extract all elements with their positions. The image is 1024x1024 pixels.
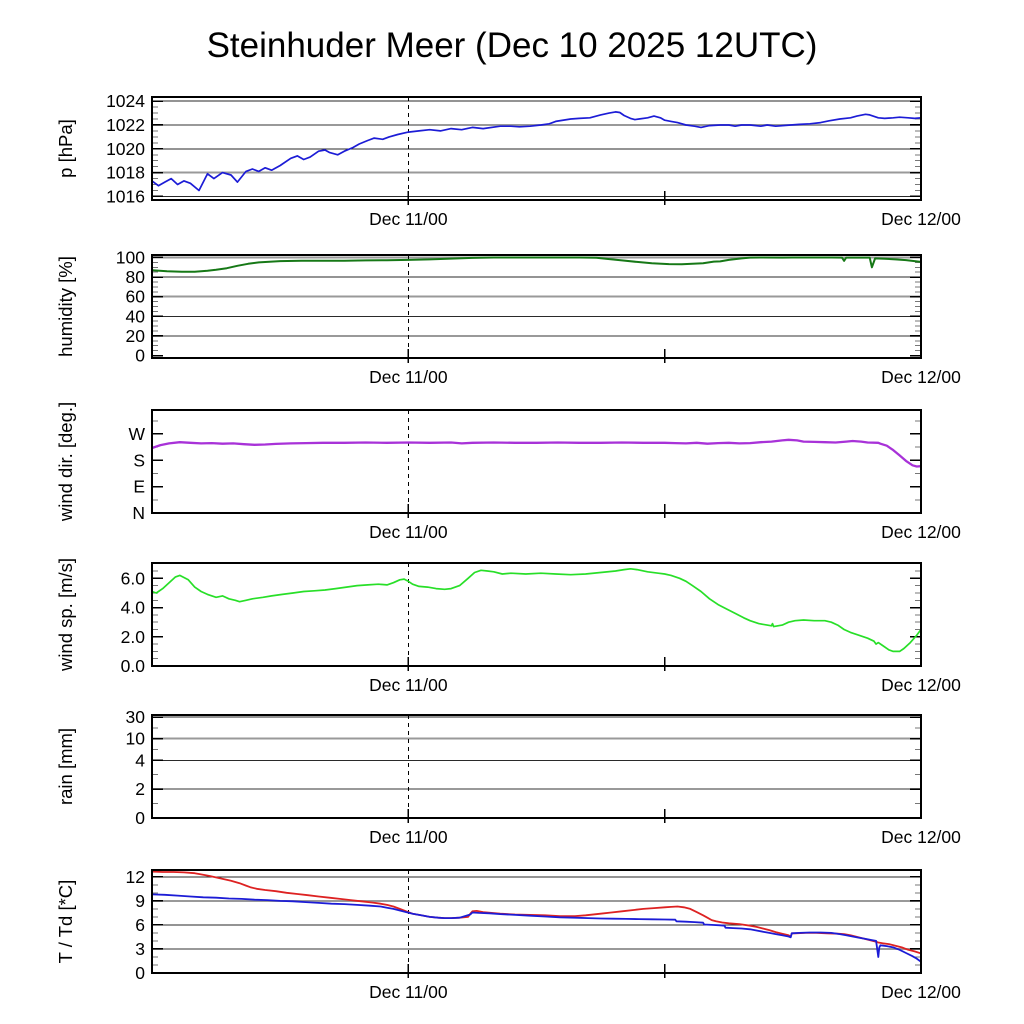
y-tick-label: 1024 <box>106 91 145 111</box>
x-tick-label: Dec 11/00 <box>369 675 448 695</box>
panel-border <box>151 254 922 359</box>
y-tick-label: 0 <box>135 346 145 366</box>
y-tick-label: 20 <box>126 326 146 346</box>
y-tick-label: 80 <box>126 267 146 287</box>
x-tick-label: Dec 11/00 <box>369 827 448 847</box>
x-tick-label: Dec 12/00 <box>881 209 961 229</box>
temperature-line <box>152 870 921 955</box>
y-axis-label: wind sp. [m/s] <box>55 558 76 672</box>
x-tick-label: Dec 12/00 <box>881 982 961 1002</box>
y-tick-label: 2.0 <box>121 627 146 647</box>
y-tick-label: 6.0 <box>121 568 146 588</box>
y-axis-label: humidity [%] <box>55 256 76 357</box>
y-tick-label: 1020 <box>106 139 145 159</box>
pressure-line <box>152 111 921 192</box>
y-tick-label: 60 <box>126 287 146 307</box>
panel-border <box>151 409 922 514</box>
x-tick-label: Dec 12/00 <box>881 367 961 387</box>
y-tick-label: 30 <box>126 707 146 727</box>
x-tick-label: Dec 11/00 <box>369 367 448 387</box>
humidity-line <box>152 256 921 273</box>
y-tick-label: 10 <box>126 729 146 749</box>
panel-border <box>151 714 922 819</box>
y-tick-label: 1018 <box>106 163 145 183</box>
x-tick-label: Dec 12/00 <box>881 522 961 542</box>
panel-border <box>151 96 922 201</box>
y-tick-label: N <box>132 503 145 523</box>
y-tick-label: 0.0 <box>121 656 146 676</box>
y-axis-label: rain [mm] <box>55 728 76 805</box>
y-tick-label: 1022 <box>106 115 145 135</box>
panel-wind-speed: 0.0 2.0 4.0 6.0 Dec 11/00 Dec 12/00 wind sp. [… <box>55 558 961 695</box>
y-tick-label: 4 <box>135 750 145 770</box>
y-tick-label: W <box>128 424 145 444</box>
x-tick-label: Dec 11/00 <box>369 522 448 542</box>
y-tick-label: 0 <box>135 963 145 983</box>
panel-pressure: 1016 1018 1020 1022 1024 Dec 11/00 Dec 12/00 p … <box>55 91 961 229</box>
wind-direction-line <box>152 438 921 468</box>
x-tick-label: Dec 11/00 <box>369 982 448 1002</box>
y-axis-label: T / Td [*C] <box>55 880 76 964</box>
dewpoint-line <box>152 893 921 963</box>
y-tick-label: 9 <box>135 891 145 911</box>
y-tick-label: 4.0 <box>121 598 146 618</box>
x-tick-label: Dec 11/00 <box>369 209 448 229</box>
y-tick-label: E <box>133 477 145 497</box>
y-tick-label: 6 <box>135 915 145 935</box>
y-tick-label: 100 <box>116 247 145 267</box>
wind-speed-line <box>152 567 921 653</box>
chart-title: Steinhuder Meer (Dec 10 2025 12UTC) <box>206 26 818 65</box>
y-tick-label: 1016 <box>106 186 145 206</box>
panel-border <box>151 562 922 667</box>
y-axis-label: wind dir. [deg.] <box>55 402 76 522</box>
y-tick-label: 12 <box>126 867 145 887</box>
panel-temperature: 0 3 6 9 12 Dec 11/00 Dec 12/00 T / Td [*C] <box>55 867 961 1002</box>
y-tick-label: 3 <box>135 939 145 959</box>
y-axis-label: p [hPa] <box>55 119 76 178</box>
x-tick-label: Dec 12/00 <box>881 675 961 695</box>
panel-border <box>151 869 922 974</box>
y-tick-label: 0 <box>135 808 145 828</box>
y-tick-label: 40 <box>126 306 146 326</box>
y-tick-label: 2 <box>135 779 145 799</box>
x-tick-label: Dec 12/00 <box>881 827 961 847</box>
y-tick-label: S <box>133 450 145 470</box>
